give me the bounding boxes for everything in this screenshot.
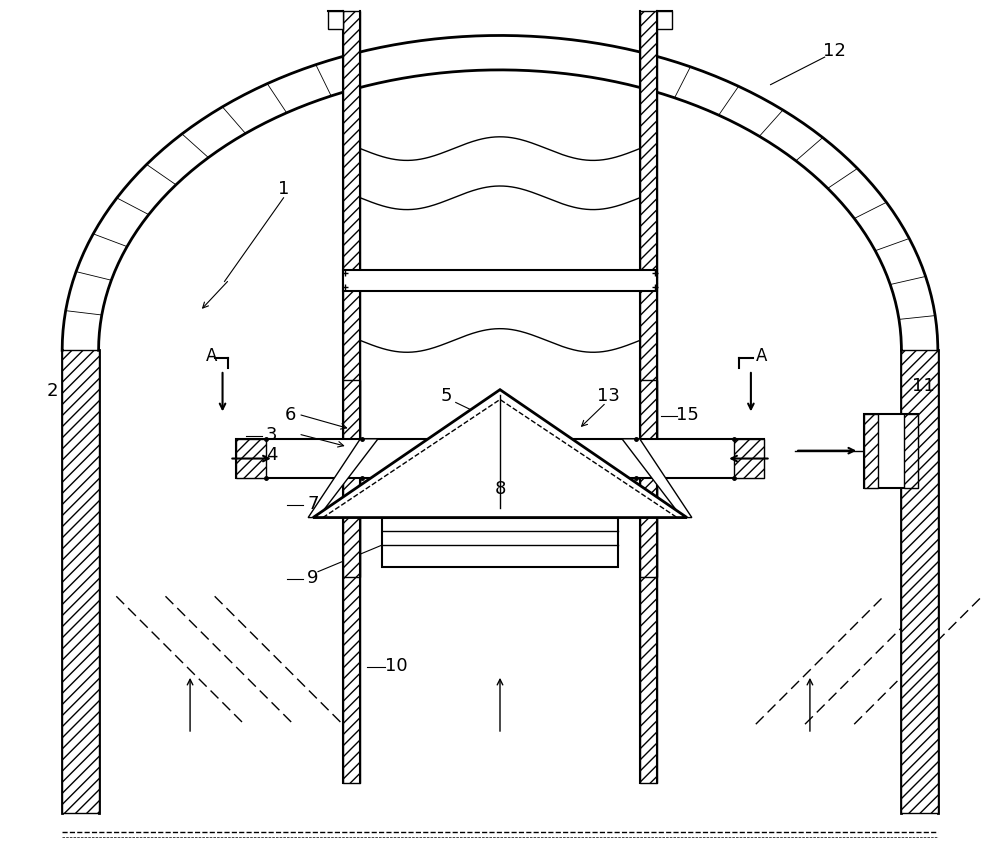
Polygon shape	[622, 439, 692, 518]
Bar	[904, 415, 918, 488]
Bar	[657, 12, 672, 29]
Bar	[864, 415, 878, 488]
Text: 9: 9	[307, 568, 319, 586]
Text: 2: 2	[47, 381, 58, 400]
Bar	[734, 439, 764, 479]
Bar	[328, 12, 343, 29]
Bar	[382, 518, 618, 567]
Bar	[360, 12, 640, 784]
Text: 6: 6	[285, 406, 296, 424]
Text: 8: 8	[494, 480, 506, 498]
Text: 7: 7	[307, 494, 319, 512]
Text: 12: 12	[823, 42, 846, 60]
Text: 13: 13	[597, 386, 620, 404]
Text: A: A	[206, 347, 217, 365]
Polygon shape	[308, 439, 378, 518]
Bar	[901, 351, 938, 813]
Text: 10: 10	[385, 656, 408, 674]
Bar	[343, 381, 360, 577]
Text: 3: 3	[266, 425, 277, 443]
Text: 4: 4	[266, 445, 277, 463]
Bar	[62, 351, 99, 813]
Bar	[236, 439, 764, 479]
Text: 1: 1	[278, 180, 289, 198]
Bar	[640, 12, 657, 784]
Text: 5: 5	[440, 386, 452, 404]
Text: A: A	[756, 347, 767, 365]
Text: 15: 15	[676, 406, 698, 424]
Bar	[343, 270, 657, 292]
Bar	[343, 12, 360, 784]
Bar	[236, 439, 266, 479]
Text: 11: 11	[912, 376, 934, 394]
Bar	[640, 381, 657, 577]
Polygon shape	[313, 390, 687, 518]
Bar	[864, 415, 918, 488]
